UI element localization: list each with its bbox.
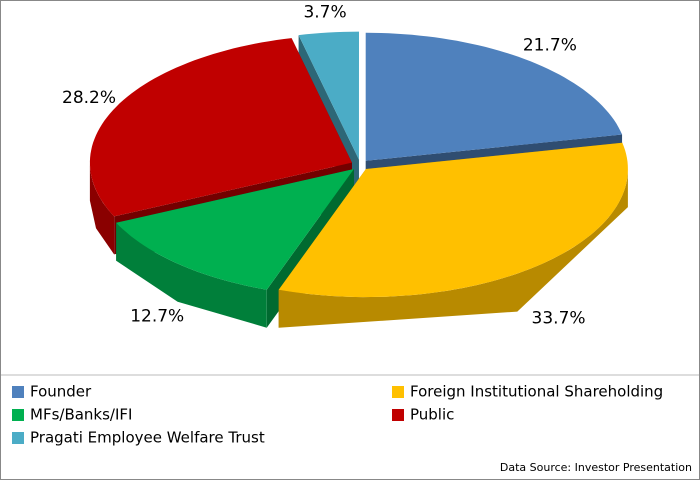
data-label: 21.7%: [523, 36, 577, 56]
slice: [89, 38, 352, 217]
slice-wall: [116, 222, 267, 328]
legend-label: Public: [410, 406, 454, 424]
legend-swatch: [392, 386, 404, 398]
legend-swatch: [12, 386, 24, 398]
legend-label: Founder: [30, 383, 92, 401]
data-label: 3.7%: [303, 2, 346, 22]
data-label: 28.2%: [62, 88, 116, 108]
data-label: 33.7%: [532, 309, 586, 329]
slice: [298, 31, 359, 160]
legend-swatch: [392, 409, 404, 421]
legend-swatch: [12, 409, 24, 421]
slice: [365, 32, 623, 161]
source-note: Data Source: Investor Presentation: [500, 461, 692, 474]
slice: [278, 142, 628, 298]
legend-label: Pragati Employee Welfare Trust: [30, 429, 265, 447]
slice-wall: [89, 162, 115, 255]
pie-slice: [278, 142, 628, 328]
legend-label: MFs/Banks/IFI: [30, 406, 132, 424]
data-label: 12.7%: [130, 307, 184, 327]
slice: [116, 168, 354, 290]
legend-swatch: [12, 432, 24, 444]
legend-label: Foreign Institutional Shareholding: [410, 383, 663, 401]
slice-wall: [278, 169, 628, 328]
